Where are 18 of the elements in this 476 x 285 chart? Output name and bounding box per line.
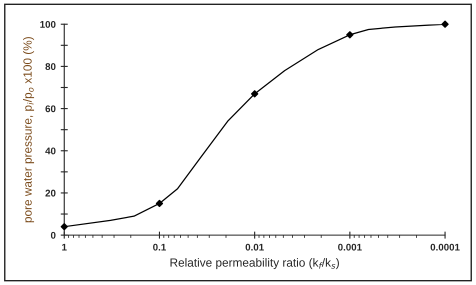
x-tick-label: 0.01 [246,244,264,251]
x-tick-label: 0.0001 [430,244,460,251]
point [441,20,449,28]
y-axis-title: pore water pressure, p$_{i}$/p$_{o}$ x100 (%) [23,37,34,222]
x-tick-label: 0.1 [153,244,166,251]
y-tick-label: 0 [50,232,56,239]
point [156,200,164,208]
x-tick-label: 0.001 [338,244,362,251]
y-tick-label: 20 [45,190,56,197]
point [346,31,354,38]
y-tick-label: 100 [40,20,56,28]
y-tick-label: 80 [45,63,56,70]
x-axis-title: Relative permeability ratio (k$_{f}$/k$_{s}$) [170,258,339,270]
x-tick-label: 1 [62,244,67,251]
point [60,223,68,230]
y-tick-label: 60 [45,105,56,112]
point [251,90,258,98]
y-tick-label: 40 [45,148,56,154]
